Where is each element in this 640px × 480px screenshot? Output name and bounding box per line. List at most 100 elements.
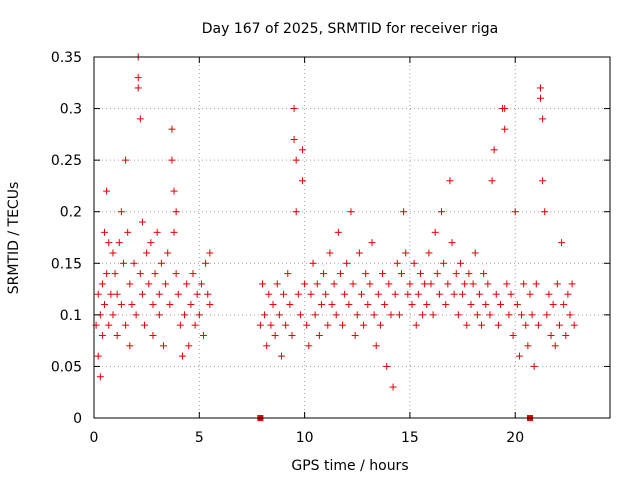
data-point: [486, 311, 494, 319]
data-point: [530, 362, 538, 370]
data-point: [122, 321, 130, 329]
y-tick-label: 0.3: [60, 102, 82, 118]
x-tick-label: 0: [90, 430, 99, 446]
data-point: [402, 249, 410, 257]
data-point: [414, 290, 422, 298]
data-point: [505, 311, 513, 319]
data-point: [366, 280, 374, 288]
data-point: [320, 270, 328, 278]
data-point: [126, 280, 134, 288]
data-point: [109, 311, 117, 319]
data-point: [539, 177, 547, 185]
data-point: [187, 301, 195, 309]
x-tick-label: 10: [296, 430, 314, 446]
data-point: [261, 311, 269, 319]
data-point: [444, 280, 452, 288]
data-point: [404, 290, 412, 298]
data-point: [553, 280, 561, 288]
data-point: [534, 321, 542, 329]
y-tick-label: 0.2: [60, 205, 82, 221]
x-tick-label: 5: [195, 430, 204, 446]
data-point: [568, 280, 576, 288]
data-point: [265, 290, 273, 298]
data-point: [520, 280, 528, 288]
data-point: [290, 136, 298, 144]
data-point: [98, 280, 106, 288]
data-point: [197, 280, 205, 288]
data-point: [189, 270, 197, 278]
data-point: [427, 280, 435, 288]
data-point: [172, 270, 180, 278]
data-point: [524, 342, 532, 350]
data-point: [362, 270, 370, 278]
data-point: [113, 331, 121, 339]
y-tick-label: 0.25: [51, 153, 82, 169]
data-point: [374, 290, 382, 298]
data-point: [541, 208, 549, 216]
data-point: [134, 74, 142, 82]
data-point: [101, 228, 109, 236]
data-point: [343, 259, 351, 267]
data-point: [191, 321, 199, 329]
data-point: [115, 239, 123, 247]
x-axis-label: GPS time / hours: [291, 458, 408, 474]
data-point: [178, 352, 186, 360]
data-point: [419, 311, 427, 319]
data-point: [101, 301, 109, 309]
data-point: [315, 331, 323, 339]
data-point: [168, 125, 176, 133]
data-point: [400, 208, 408, 216]
data-point: [105, 239, 113, 247]
data-point: [128, 301, 136, 309]
data-point: [138, 218, 146, 226]
data-point: [412, 321, 420, 329]
data-point: [103, 270, 111, 278]
data-point: [385, 280, 393, 288]
data-point: [496, 301, 504, 309]
data-point: [132, 311, 140, 319]
data-point: [349, 280, 357, 288]
data-point: [475, 290, 483, 298]
data-point: [423, 301, 431, 309]
data-point: [549, 301, 557, 309]
data-point: [299, 146, 307, 154]
data-point: [492, 290, 500, 298]
data-point: [200, 331, 208, 339]
data-point: [166, 301, 174, 309]
plot-frame: [93, 56, 611, 419]
data-point: [155, 311, 163, 319]
data-point: [155, 290, 163, 298]
data-point: [183, 280, 191, 288]
data-point: [406, 280, 414, 288]
data-point: [372, 342, 380, 350]
data-point: [126, 342, 134, 350]
data-point: [341, 290, 349, 298]
data-point: [273, 280, 281, 288]
data-point: [267, 321, 275, 329]
data-point: [280, 290, 288, 298]
chart-title: Day 167 of 2025, SRMTID for receiver rig…: [202, 21, 499, 37]
data-point: [395, 311, 403, 319]
data-point: [307, 290, 315, 298]
data-point: [555, 321, 563, 329]
data-point: [364, 301, 372, 309]
y-tick-label: 0.35: [51, 50, 82, 66]
y-tick-label: 0.1: [60, 308, 82, 324]
data-point: [345, 301, 353, 309]
data-point: [431, 228, 439, 236]
data-point: [389, 383, 397, 391]
data-point: [536, 84, 544, 92]
data-point: [153, 228, 161, 236]
data-point: [328, 301, 336, 309]
data-point: [294, 290, 302, 298]
data-point: [206, 301, 214, 309]
data-point: [416, 270, 424, 278]
data-point: [113, 290, 121, 298]
data-point: [275, 311, 283, 319]
data-point: [473, 311, 481, 319]
data-point: [149, 301, 157, 309]
data-point: [317, 301, 325, 309]
y-tick-label: 0: [73, 411, 82, 427]
data-point: [513, 301, 521, 309]
